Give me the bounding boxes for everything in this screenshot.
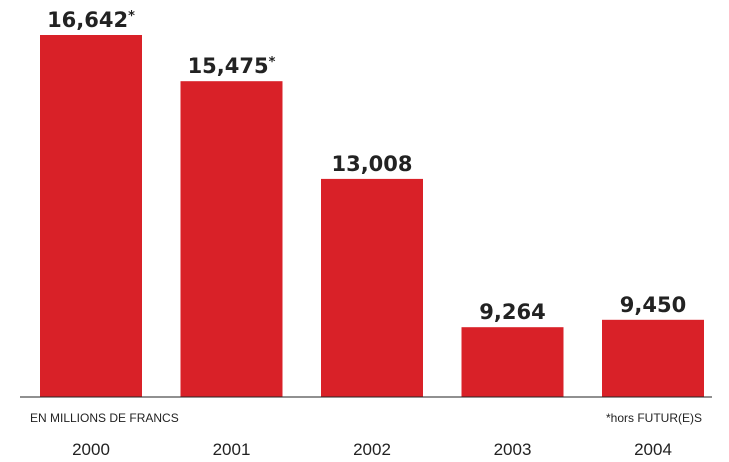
x-tick-2004: 2004 bbox=[634, 440, 672, 459]
data-labels-group: 16,642* 15,475* 13,008 9,264 9,450 bbox=[47, 8, 686, 324]
footnote-marker: * bbox=[269, 55, 276, 70]
bar-2003 bbox=[461, 327, 564, 397]
data-label-2001: 15,475* bbox=[188, 54, 276, 78]
x-tick-2000: 2000 bbox=[72, 440, 110, 459]
unit-note: EN MILLIONS DE FRANCS bbox=[30, 411, 179, 425]
data-label-2002: 13,008 bbox=[331, 152, 412, 176]
bar-2004 bbox=[602, 319, 704, 397]
x-tick-2002: 2002 bbox=[353, 440, 391, 459]
data-label-2000: 16,642* bbox=[47, 8, 135, 32]
x-tick-labels: 2000 2001 2002 2003 2004 bbox=[72, 440, 672, 459]
bars-group bbox=[40, 35, 704, 397]
bar-2002 bbox=[321, 178, 423, 397]
bar-2001 bbox=[180, 81, 283, 397]
x-tick-2003: 2003 bbox=[494, 440, 532, 459]
footnote: *hors FUTUR(E)S bbox=[606, 411, 702, 425]
bar-2000 bbox=[40, 35, 142, 397]
footnote-marker: * bbox=[128, 9, 135, 24]
data-label-2004: 9,450 bbox=[620, 293, 686, 317]
x-tick-2001: 2001 bbox=[213, 440, 251, 459]
data-label-2003: 9,264 bbox=[479, 300, 545, 324]
